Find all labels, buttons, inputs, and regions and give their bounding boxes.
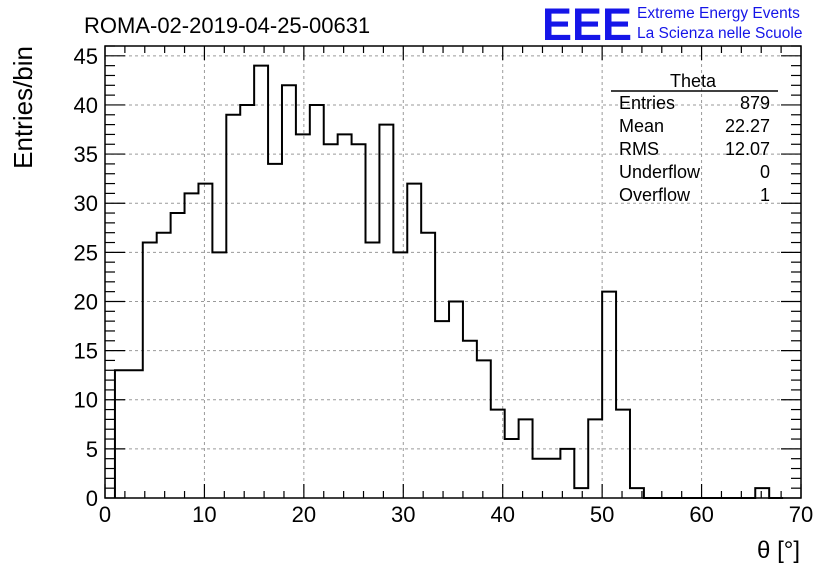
- histogram-bin: [602, 292, 616, 498]
- stats-value: 1: [760, 185, 770, 205]
- histogram-bin: [449, 301, 463, 498]
- histogram-bin: [157, 233, 171, 498]
- histogram-bin: [310, 105, 324, 498]
- histogram-bin: [171, 213, 185, 498]
- histogram-bin: [435, 321, 449, 498]
- histogram-bin: [379, 125, 393, 498]
- histogram-bin: [185, 193, 199, 498]
- y-axis-label: Entries/bin: [8, 46, 38, 169]
- y-tick-label: 0: [86, 486, 98, 511]
- y-tick-label: 25: [74, 240, 98, 265]
- stats-value: 12.07: [725, 139, 770, 159]
- stats-value: 879: [740, 93, 770, 113]
- x-tick-label: 50: [590, 502, 614, 527]
- histogram-bin: [519, 419, 533, 498]
- axis-ticks: [104, 45, 802, 499]
- y-tick-label: 10: [74, 388, 98, 413]
- histogram-bin: [115, 370, 129, 498]
- x-axis-label: θ [°]: [757, 537, 800, 564]
- eee-logo: EEE Extreme Energy Events La Scienza nel…: [542, 0, 802, 50]
- stats-label: RMS: [619, 139, 659, 159]
- histogram-bin: [588, 419, 602, 498]
- histogram-bin: [240, 105, 254, 498]
- histogram-bin: [143, 243, 157, 498]
- y-tick-label: 45: [74, 44, 98, 69]
- histogram-bin: [282, 85, 296, 498]
- histogram-bin: [296, 134, 310, 498]
- stats-rows: Entries 879 Mean 22.27 RMS 12.07 Underflow 0 Ove…: [619, 93, 770, 205]
- y-tick-label: 15: [74, 339, 98, 364]
- stats-label: Entries: [619, 93, 675, 113]
- histogram-bin: [254, 66, 268, 498]
- histogram-bin: [129, 370, 143, 498]
- logo-line-2: La Scienza nelle Scuole: [637, 25, 802, 42]
- histogram-bin: [616, 410, 630, 498]
- x-tick-label: 0: [99, 502, 111, 527]
- stats-label: Mean: [619, 116, 664, 136]
- y-tick-label: 5: [86, 437, 98, 462]
- x-tick-label: 20: [292, 502, 316, 527]
- stats-label: Underflow: [619, 162, 701, 182]
- histogram-bin: [212, 252, 226, 498]
- y-tick-label: 20: [74, 289, 98, 314]
- x-tick-label: 40: [490, 502, 514, 527]
- histogram-bin: [546, 459, 560, 498]
- histogram-bin: [407, 184, 421, 498]
- histogram-bin: [560, 449, 574, 498]
- stats-title: Theta: [670, 71, 717, 91]
- histogram-bin: [574, 488, 588, 498]
- y-tick-label: 30: [74, 191, 98, 216]
- x-tick-label: 70: [789, 502, 813, 527]
- stats-box: Theta Entries 879 Mean 22.27 RMS 12.07 Underfl…: [611, 71, 778, 205]
- x-tick-label: 60: [689, 502, 713, 527]
- histogram-bin: [505, 439, 519, 498]
- stats-label: Overflow: [619, 185, 691, 205]
- histogram-bin: [352, 144, 366, 498]
- histogram-bin: [198, 184, 212, 498]
- histogram: [113, 64, 784, 499]
- stats-value: 0: [760, 162, 770, 182]
- histogram-bin: [463, 341, 477, 498]
- histogram-outline: [113, 64, 784, 499]
- histogram-bin: [324, 144, 338, 498]
- y-tick-label: 35: [74, 142, 98, 167]
- histogram-bin: [533, 459, 547, 498]
- histogram-bin: [366, 243, 380, 498]
- histogram-bin: [755, 488, 769, 498]
- histogram-bin: [393, 252, 407, 498]
- histogram-bin: [477, 360, 491, 498]
- histogram-bin: [226, 115, 240, 498]
- x-tick-label: 30: [391, 502, 415, 527]
- x-tick-label: 10: [192, 502, 216, 527]
- y-tick-label: 40: [74, 93, 98, 118]
- histogram-bin: [338, 134, 352, 498]
- eee-logo-text: EEE: [542, 0, 632, 50]
- histogram-bin: [421, 233, 435, 498]
- logo-line-1: Extreme Energy Events: [637, 5, 800, 22]
- histogram-bin: [268, 164, 282, 498]
- stats-value: 22.27: [725, 116, 770, 136]
- chart-title: ROMA-02-2019-04-25-00631: [84, 13, 370, 38]
